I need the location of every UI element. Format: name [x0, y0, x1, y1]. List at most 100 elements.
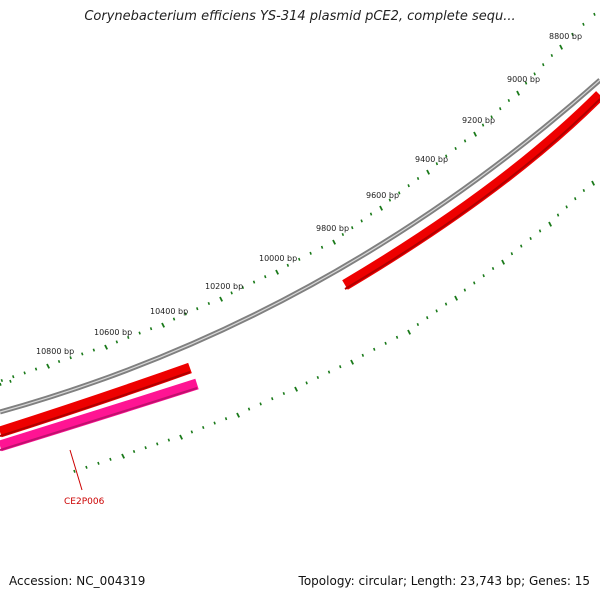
- outer-minor-tick: [286, 263, 290, 267]
- inner-minor-tick: [259, 402, 262, 406]
- outer-tick-ring: [0, 12, 596, 386]
- gene-arc-reverse[interactable]: [0, 378, 199, 452]
- tick-label: 9000 bp: [507, 75, 540, 84]
- outer-minor-tick: [507, 98, 511, 103]
- inner-minor-tick: [247, 407, 251, 411]
- tick-labels: 8800 bp 9000 bp 9200 bp 9400 bp 9600 bp 9800 …: [36, 32, 582, 356]
- outer-minor-tick: [435, 162, 439, 166]
- outer-minor-tick: [499, 107, 502, 111]
- outer-minor-tick: [9, 379, 12, 383]
- inner-minor-tick: [565, 205, 568, 209]
- outer-major-tick: [379, 205, 384, 211]
- outer-major-tick: [426, 169, 431, 175]
- outer-minor-tick: [582, 22, 585, 26]
- inner-minor-tick: [282, 391, 286, 396]
- inner-minor-tick: [520, 244, 523, 248]
- outer-minor-tick: [12, 375, 15, 379]
- outer-minor-tick: [69, 356, 72, 360]
- inner-minor-tick: [190, 430, 194, 434]
- outer-minor-tick: [172, 317, 176, 321]
- inner-minor-tick: [582, 188, 586, 193]
- inner-major-tick: [591, 180, 596, 186]
- inner-minor-tick: [463, 288, 467, 292]
- outer-minor-tick: [388, 198, 392, 202]
- inner-minor-tick: [491, 266, 495, 271]
- tick-label: 9600 bp: [366, 191, 399, 200]
- outer-major-tick: [46, 363, 51, 369]
- inner-minor-tick: [167, 438, 171, 442]
- inner-minor-tick: [73, 469, 76, 473]
- inner-major-tick: [407, 329, 412, 335]
- inner-minor-tick: [271, 397, 274, 401]
- inner-minor-tick: [339, 365, 342, 369]
- inner-minor-tick: [574, 197, 577, 201]
- inner-minor-tick: [529, 236, 532, 241]
- inner-minor-tick: [132, 449, 136, 454]
- outer-minor-tick: [207, 301, 211, 306]
- outer-minor-tick: [341, 232, 345, 237]
- inner-minor-tick: [556, 213, 560, 217]
- tick-label: 10200 bp: [205, 282, 243, 291]
- outer-minor-tick: [196, 307, 199, 311]
- outer-minor-tick: [92, 348, 96, 352]
- outer-minor-tick: [149, 327, 153, 331]
- inner-minor-tick: [395, 335, 399, 339]
- outer-minor-tick: [571, 32, 574, 36]
- inner-minor-tick: [473, 281, 476, 285]
- inner-major-tick: [350, 359, 355, 365]
- gene-arc-forward-left-shade: [0, 371, 191, 437]
- outer-minor-tick: [81, 352, 84, 356]
- outer-minor-tick: [298, 257, 301, 261]
- tick-label: 10800 bp: [36, 347, 74, 356]
- outer-minor-tick: [416, 176, 420, 181]
- outer-minor-tick: [550, 53, 554, 58]
- inner-major-tick: [121, 453, 126, 459]
- inner-minor-tick: [316, 375, 320, 380]
- inner-minor-tick: [202, 425, 205, 430]
- inner-minor-tick: [361, 353, 365, 357]
- gene-label-ce2p006[interactable]: CE2P006: [64, 497, 105, 507]
- outer-major-tick: [104, 344, 109, 350]
- inner-minor-tick: [305, 381, 308, 385]
- tick-label: 9800 bp: [316, 224, 349, 233]
- outer-major-tick: [516, 90, 521, 96]
- outer-minor-tick: [369, 212, 373, 216]
- inner-minor-tick: [435, 309, 438, 313]
- tick-label: 8800 bp: [549, 32, 582, 41]
- inner-minor-tick: [109, 457, 112, 461]
- outer-minor-tick: [309, 251, 312, 255]
- outer-minor-tick: [138, 331, 141, 335]
- outer-major-tick: [559, 44, 564, 50]
- inner-major-tick: [548, 221, 553, 227]
- outer-minor-tick: [264, 275, 267, 279]
- outer-minor-tick: [360, 219, 363, 223]
- inner-minor-tick: [213, 421, 216, 425]
- outer-major-tick: [275, 269, 280, 275]
- gene-label-leader: [69, 449, 83, 491]
- outer-minor-tick: [445, 154, 448, 158]
- outer-minor-tick: [23, 371, 26, 375]
- outer-minor-tick: [593, 12, 596, 16]
- inner-minor-tick: [384, 341, 387, 345]
- inner-minor-tick: [510, 252, 514, 256]
- outer-minor-tick: [454, 146, 457, 151]
- gene-arc-reverse-shade: [0, 387, 198, 451]
- outer-minor-tick: [542, 63, 545, 67]
- outer-major-tick: [473, 131, 478, 137]
- inner-minor-tick: [373, 347, 376, 351]
- inner-minor-tick: [156, 442, 159, 446]
- inner-major-tick: [454, 295, 459, 301]
- inner-tick-ring: [73, 180, 596, 473]
- outer-minor-tick: [533, 72, 536, 76]
- inner-minor-tick: [416, 322, 420, 327]
- inner-major-tick: [179, 434, 184, 440]
- outer-minor-tick: [252, 280, 256, 284]
- inner-minor-tick: [85, 465, 88, 469]
- gene-arc-forward-right[interactable]: [342, 91, 600, 290]
- gene-arc-forward-left[interactable]: [0, 362, 192, 438]
- inner-minor-tick: [144, 446, 147, 450]
- inner-minor-tick: [538, 229, 542, 233]
- outer-minor-tick: [398, 191, 401, 195]
- tick-label: 10400 bp: [150, 307, 188, 316]
- inner-minor-tick: [224, 417, 228, 421]
